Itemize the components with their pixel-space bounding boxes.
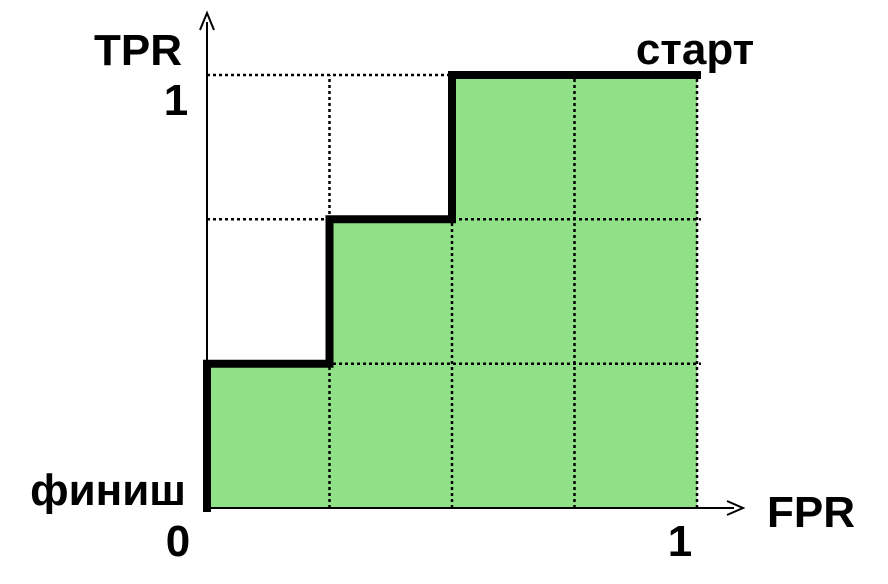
y-axis-label: TPR [94,26,182,75]
x-tick-label-one: 1 [668,517,692,566]
x-axis-label: FPR [767,488,855,537]
y-tick-label-one: 1 [164,76,188,125]
finish-annotation: финиш [30,466,186,515]
x-tick-label-zero: 0 [166,517,190,566]
start-annotation: старт [636,25,754,74]
